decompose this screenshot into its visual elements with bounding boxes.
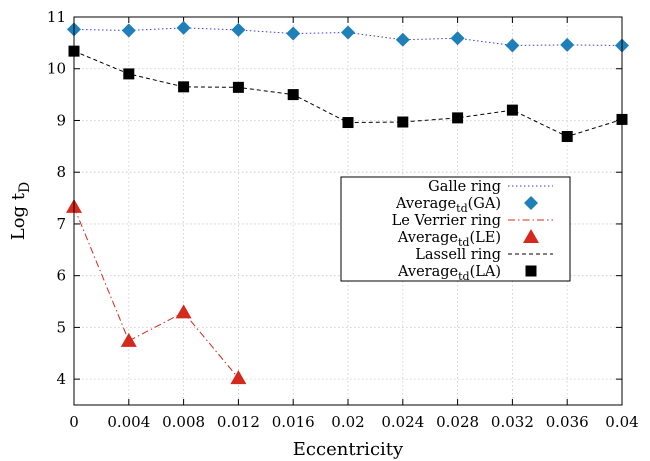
y-tick-label: 4 <box>56 370 66 388</box>
data-point-square <box>452 112 464 124</box>
data-point-square <box>232 81 244 93</box>
data-point-square <box>397 116 409 128</box>
data-point-diamond <box>450 31 465 46</box>
data-point-diamond <box>505 38 520 53</box>
legend-label: Lassell ring <box>415 247 501 263</box>
plot-area-frame <box>73 16 623 406</box>
legend-marker-triangle <box>523 229 539 243</box>
legend-entry-3: Averagetd(LE) <box>397 229 539 249</box>
data-point-diamond <box>286 26 301 41</box>
series-2-line <box>73 206 239 379</box>
data-point-diamond <box>231 22 246 37</box>
x-tick-label: 0 <box>69 413 79 431</box>
x-tick-label: 0.04 <box>605 413 638 431</box>
x-tick-label: 0.012 <box>217 413 260 431</box>
y-axis-label-base: Log t <box>8 192 29 240</box>
y-tick-label: 5 <box>56 318 66 336</box>
legend-entry-0: Galle ring <box>428 179 553 195</box>
series-line <box>73 206 239 379</box>
legend-label: Galle ring <box>428 179 501 195</box>
legend-entry-2: Le Verrier ring <box>392 213 553 229</box>
x-tick-label: 0.004 <box>107 413 150 431</box>
x-tick-label: 0.032 <box>491 413 534 431</box>
data-point-triangle <box>230 370 247 385</box>
series-3-points <box>66 198 247 385</box>
x-tick-label: 0.028 <box>436 413 479 431</box>
data-point-square <box>342 117 354 129</box>
legend-label: Le Verrier ring <box>392 213 501 229</box>
data-point-square <box>123 68 135 80</box>
data-point-triangle <box>120 332 137 347</box>
data-point-diamond <box>560 37 575 52</box>
legend-label: Averagetd(GA) <box>395 196 501 215</box>
data-point-triangle <box>175 304 192 319</box>
y-tick-label: 11 <box>47 8 66 26</box>
y-tick-label: 8 <box>56 163 66 181</box>
series-1-points <box>67 20 629 53</box>
y-tick-label: 10 <box>47 60 66 78</box>
data-point-diamond <box>176 20 191 35</box>
data-point-square <box>287 89 299 101</box>
y-axis-label-subscript: D <box>17 182 33 193</box>
legend-label: Averagetd(LE) <box>397 230 501 249</box>
legend-marker-square <box>525 265 537 277</box>
data-point-square <box>561 131 573 143</box>
x-tick-label: 0.024 <box>381 413 424 431</box>
data-point-diamond <box>341 25 355 40</box>
legend-entry-4: Lassell ring <box>415 247 553 263</box>
data-point-square <box>178 81 190 93</box>
y-axis-ticks: 4 5 6 7 8 9 10 11 <box>47 8 622 388</box>
x-tick-label: 0.016 <box>272 413 315 431</box>
x-tick-label: 0.008 <box>162 413 205 431</box>
data-point-square <box>506 104 518 116</box>
legend-box <box>340 176 571 282</box>
x-tick-label: 0.02 <box>331 413 364 431</box>
y-tick-label: 9 <box>56 111 66 129</box>
y-axis-label: Log tD <box>8 182 33 241</box>
x-axis-label: Eccentricity <box>293 439 404 460</box>
x-axis-ticks: 0 0.004 0.008 0.012 0.016 0.02 0.024 0.028 0.032… <box>69 17 639 431</box>
svg-text:Log tD: Log tD <box>8 182 33 241</box>
legend-marker-diamond <box>524 196 538 210</box>
legend-entry-5: Averagetd(LA) <box>397 264 537 283</box>
x-tick-label: 0.036 <box>546 413 589 431</box>
data-point-diamond <box>395 32 410 47</box>
y-tick-label: 7 <box>56 215 66 233</box>
legend-label: Averagetd(LA) <box>397 264 501 283</box>
y-tick-label: 6 <box>56 267 66 285</box>
legend-entry-1: Averagetd(GA) <box>395 196 538 215</box>
data-point-diamond <box>121 23 136 38</box>
